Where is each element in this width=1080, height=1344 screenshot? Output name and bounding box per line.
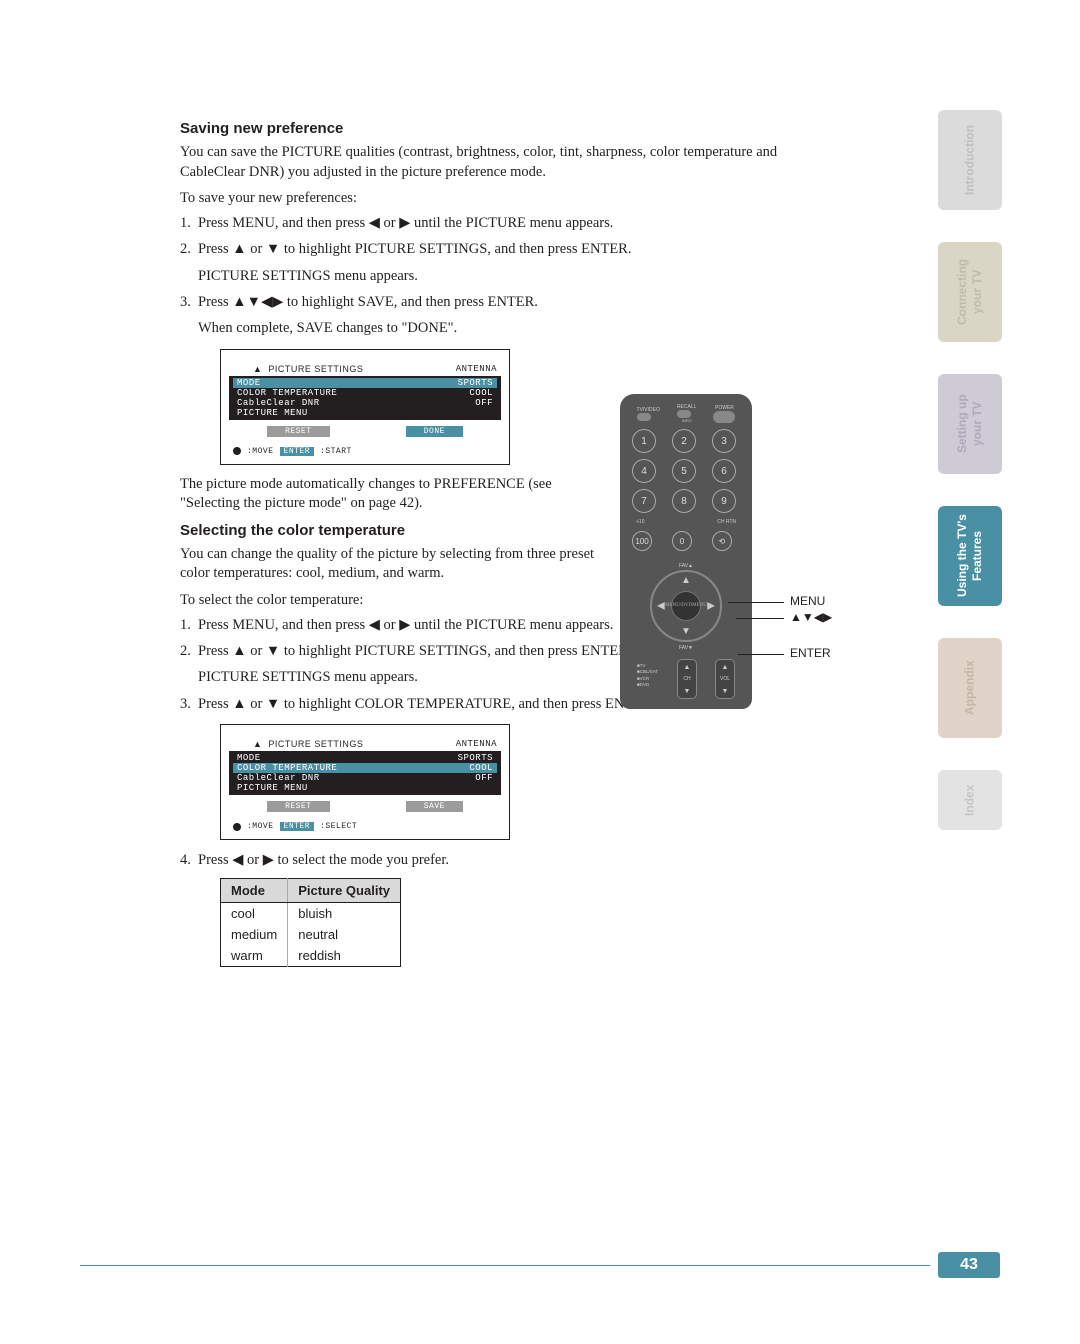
osd-row: CableClear DNROFF xyxy=(233,773,497,783)
colortemp-step4: 4.Press ◀ or ▶ to select the mode you pr… xyxy=(198,850,780,870)
step-sub: PICTURE SETTINGS menu appears. xyxy=(198,266,780,286)
remote-num-4: 4 xyxy=(632,459,656,483)
move-icon xyxy=(233,823,241,831)
saving-step2: 2.Press ▲ or ▼ to highlight PICTURE SETT… xyxy=(198,239,780,286)
th-mode: Mode xyxy=(221,879,288,903)
tab-setup: Setting up your TV xyxy=(938,374,1002,474)
saving-after: The picture mode automatically changes t… xyxy=(180,475,600,514)
chrtn-label: CH RTN xyxy=(717,519,736,525)
menu-button: MENU/DVDMENU xyxy=(671,591,701,621)
footer-move: :MOVE xyxy=(247,822,274,831)
dpad-down-icon: ▼ xyxy=(681,626,691,637)
callout-line xyxy=(736,618,784,619)
remote-control-diagram: TV/VIDEO RECALLINFO POWER 1 2 3 4 5 6 7 … xyxy=(620,394,800,709)
osd-title-left: PICTURE SETTINGS xyxy=(268,739,363,749)
step-text: Press MENU, and then press ◀ or ▶ until … xyxy=(198,617,613,633)
th-quality: Picture Quality xyxy=(288,879,401,903)
footer-enter: ENTER xyxy=(280,822,315,831)
callout-line xyxy=(738,654,784,655)
ch-rocker: ▲CH▼ xyxy=(677,659,697,699)
remote-chrtn-button: ⟲ xyxy=(712,531,732,551)
plus10-label: +10 xyxy=(636,519,644,525)
osd-title-right: ANTENNA xyxy=(456,739,497,749)
step-text: Press ▲▼◀▶ to highlight SAVE, and then p… xyxy=(198,294,538,310)
tab-appendix: Appendix xyxy=(938,638,1002,738)
saving-title: Saving new preference xyxy=(180,120,780,137)
footer-enter: ENTER xyxy=(280,447,315,456)
power-label: POWER xyxy=(713,405,735,411)
table-row: warmreddish xyxy=(221,945,401,967)
table-row: coolbluish xyxy=(221,903,401,925)
step-text: Press MENU, and then press ◀ or ▶ until … xyxy=(198,215,613,231)
info-label: INFO xyxy=(677,418,696,423)
remote-num-5: 5 xyxy=(672,459,696,483)
osd-row: PICTURE MENU xyxy=(233,408,497,418)
callout-enter: ENTER xyxy=(790,646,831,660)
osd-row: PICTURE MENU xyxy=(233,783,497,793)
dpad-left-icon: ◀ xyxy=(657,601,665,612)
remote-100-button: 100 xyxy=(632,531,652,551)
dpad-right-icon: ▶ xyxy=(707,601,715,612)
osd-save-button: SAVE xyxy=(406,801,463,812)
footer-action: :SELECT xyxy=(320,822,357,831)
osd-row: COLOR TEMPERATURECOOL xyxy=(233,763,497,773)
tab-features: Using the TV's Features xyxy=(938,506,1002,606)
recall-label: RECALL xyxy=(677,404,696,410)
callout-line xyxy=(728,602,784,603)
colortemp-intro: You can change the quality of the pictur… xyxy=(180,545,620,584)
step-text: Press ◀ or ▶ to select the mode you pref… xyxy=(198,852,449,868)
remote-num-0: 0 xyxy=(672,531,692,551)
footer-move: :MOVE xyxy=(247,447,274,456)
remote-num-8: 8 xyxy=(672,489,696,513)
remote-num-9: 9 xyxy=(712,489,736,513)
remote-num-1: 1 xyxy=(632,429,656,453)
page-number: 43 xyxy=(938,1252,1000,1278)
tab-index: Index xyxy=(938,770,1002,830)
step-text: Press ▲ or ▼ to highlight COLOR TEMPERAT… xyxy=(198,696,655,712)
tab-connecting: Connecting your TV xyxy=(938,242,1002,342)
table-row: mediumneutral xyxy=(221,924,401,945)
osd-row: CableClear DNROFF xyxy=(233,398,497,408)
callout-arrows: ▲▼◀▶ xyxy=(790,610,832,624)
step-sub: When complete, SAVE changes to "DONE". xyxy=(198,318,780,338)
tab-introduction: Introduction xyxy=(938,110,1002,210)
footer-rule xyxy=(80,1265,930,1266)
mode-list: ■TV ■CBL/SAT ■VCR ■DVD xyxy=(637,659,659,699)
dpad-up-icon: ▲ xyxy=(681,575,691,586)
osd-row: MODESPORTS xyxy=(233,753,497,763)
osd-row: MODESPORTS xyxy=(233,378,497,388)
side-nav-tabs: Introduction Connecting your TV Using th… xyxy=(938,110,1002,830)
remote-num-6: 6 xyxy=(712,459,736,483)
osd-title-left: PICTURE SETTINGS xyxy=(268,364,363,374)
saving-step1: 1.Press MENU, and then press ◀ or ▶ unti… xyxy=(198,213,780,233)
osd-reset-button: RESET xyxy=(267,801,330,812)
vol-rocker: ▲VOL▼ xyxy=(715,659,735,699)
move-icon xyxy=(233,447,241,455)
osd-row: COLOR TEMPERATURECOOL xyxy=(233,388,497,398)
saving-intro: You can save the PICTURE qualities (cont… xyxy=(180,143,780,182)
step-text: Press ▲ or ▼ to highlight PICTURE SETTIN… xyxy=(198,643,631,659)
step-text: Press ▲ or ▼ to highlight PICTURE SETTIN… xyxy=(198,241,631,257)
saving-todo: To save your new preferences: xyxy=(180,190,780,207)
footer-action: :START xyxy=(320,447,352,456)
tvvideo-label: TV/VIDEO xyxy=(637,407,660,413)
callout-menu: MENU xyxy=(790,594,825,608)
osd-picture-settings-save: ▲ PICTURE SETTINGSANTENNA MODESPORTSCOLO… xyxy=(220,724,510,840)
saving-step3: 3.Press ▲▼◀▶ to highlight SAVE, and then… xyxy=(198,292,780,339)
osd-reset-button: RESET xyxy=(267,426,330,437)
osd-title-right: ANTENNA xyxy=(456,364,497,374)
fav-up-label: FAV▲ xyxy=(679,563,693,569)
remote-num-3: 3 xyxy=(712,429,736,453)
osd-picture-settings-done: ▲ PICTURE SETTINGSANTENNA MODESPORTSCOLO… xyxy=(220,349,510,465)
fav-dn-label: FAV▼ xyxy=(679,645,693,651)
osd-done-button: DONE xyxy=(406,426,463,437)
remote-num-7: 7 xyxy=(632,489,656,513)
mode-quality-table: ModePicture Quality coolbluishmediumneut… xyxy=(220,878,401,967)
remote-num-2: 2 xyxy=(672,429,696,453)
